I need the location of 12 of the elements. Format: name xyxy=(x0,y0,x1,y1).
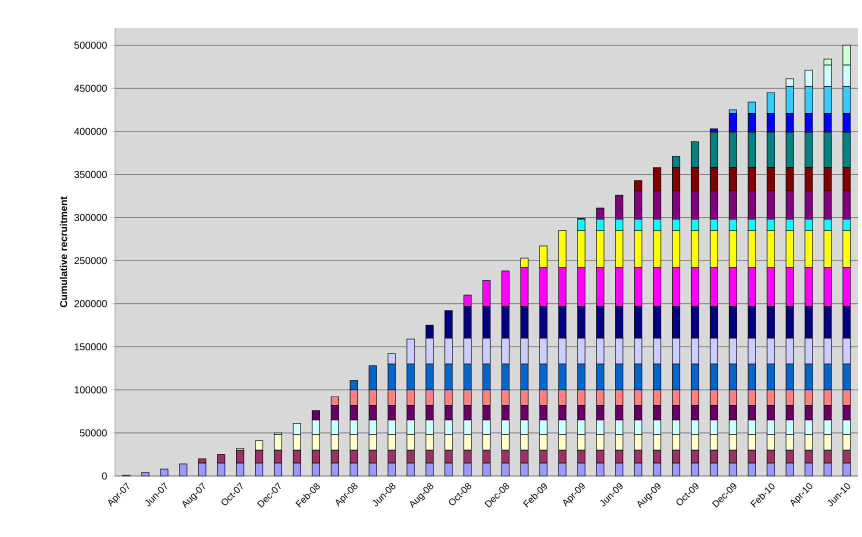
y-tick-label: 100000 xyxy=(74,386,107,394)
y-tick-label: 450000 xyxy=(74,84,107,92)
y-tick-label: 200000 xyxy=(74,300,107,308)
y-tick-label: 300000 xyxy=(74,214,107,222)
y-tick-label: 500000 xyxy=(74,42,107,49)
y-tick-label: 0 xyxy=(102,472,107,480)
y-tick-label: 150000 xyxy=(74,343,107,350)
y-tick-label: 50000 xyxy=(80,429,107,436)
y-tick-label: 250000 xyxy=(74,257,107,264)
y-tick-label: 350000 xyxy=(74,170,107,178)
y-tick-label: 400000 xyxy=(74,128,107,135)
y-axis-title: Cumulative recruitment xyxy=(60,196,68,308)
